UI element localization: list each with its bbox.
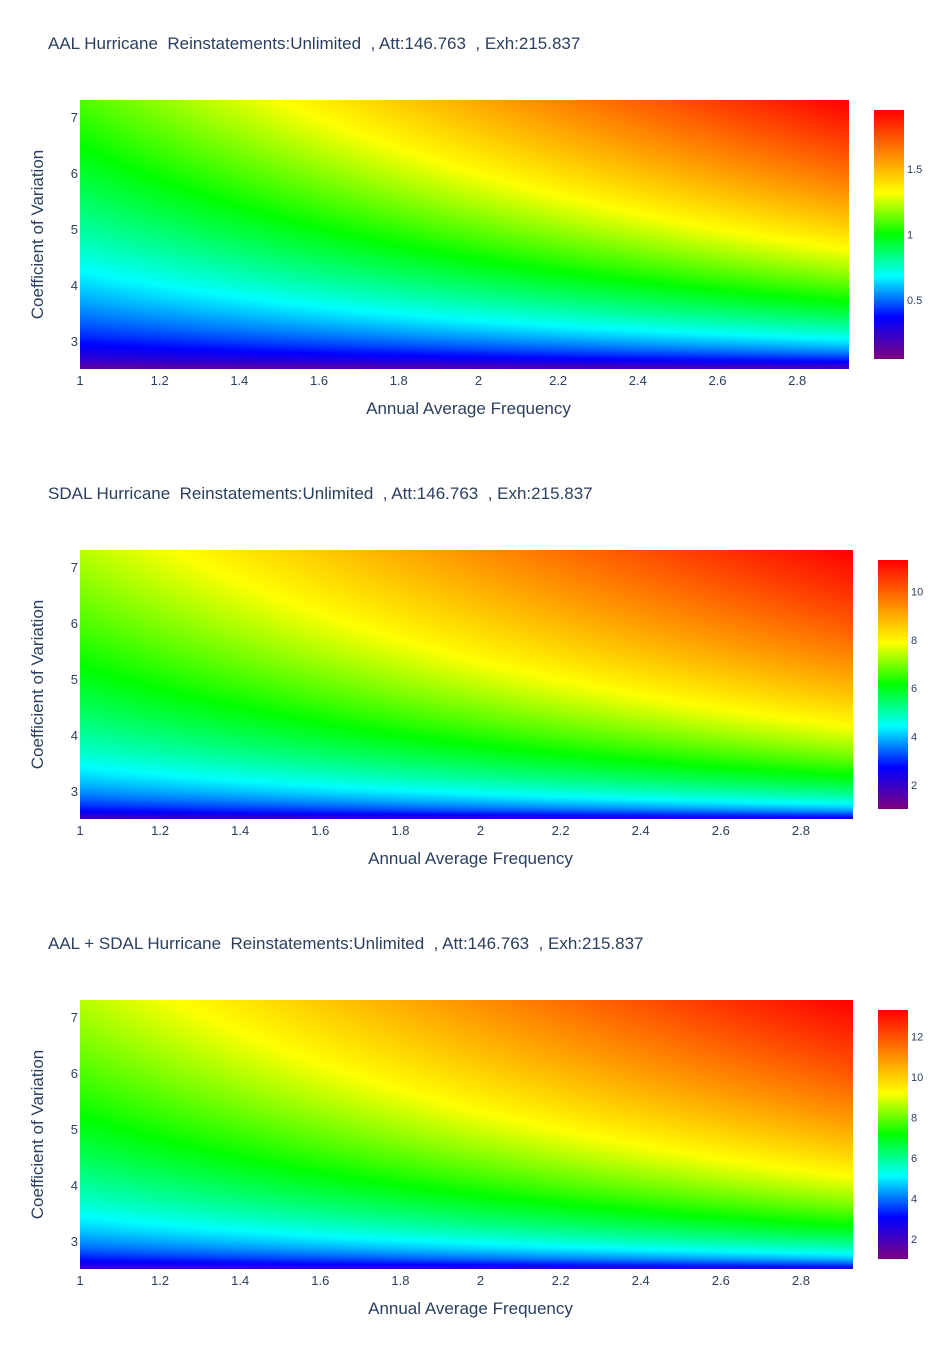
x-tick-label: 1.6 — [311, 1273, 329, 1288]
x-axis-label: Annual Average Frequency — [366, 399, 571, 418]
x-tick-label: 2.6 — [712, 1273, 730, 1288]
x-tick-label: 1.6 — [311, 823, 329, 838]
heatmap-panel-aal: AAL Hurricane Reinstatements:Unlimited ,… — [0, 0, 946, 450]
y-tick-label: 7 — [71, 560, 78, 575]
colorbar-tick-label: 6 — [911, 683, 917, 695]
colorbar-tick-label: 8 — [911, 1112, 917, 1124]
y-tick-label: 7 — [71, 110, 78, 125]
x-tick-label: 2.4 — [632, 823, 650, 838]
heatmap-panel-sdal: SDAL Hurricane Reinstatements:Unlimited … — [0, 450, 946, 900]
x-tick-label: 1.4 — [230, 373, 248, 388]
y-tick-label: 4 — [71, 1178, 78, 1193]
x-tick-label: 2.6 — [708, 373, 726, 388]
x-tick-label: 1.2 — [151, 823, 169, 838]
x-tick-label: 2.4 — [632, 1273, 650, 1288]
x-tick-label: 2.6 — [712, 823, 730, 838]
x-tick-label: 1.8 — [390, 373, 408, 388]
heatmap-surface — [80, 100, 849, 369]
colorbar-tick-label: 6 — [911, 1153, 917, 1165]
colorbar-tick-label: 8 — [911, 635, 917, 647]
heatmap-panel-aal-plus-sdal: AAL + SDAL Hurricane Reinstatements:Unli… — [0, 900, 946, 1350]
y-tick-label: 5 — [71, 672, 78, 687]
y-axis-label: Coefficient of Variation — [28, 600, 47, 769]
y-tick-label: 5 — [71, 1122, 78, 1137]
x-tick-label: 2 — [477, 1273, 484, 1288]
x-tick-label: 1.4 — [231, 1273, 249, 1288]
colorbar-tick-label: 4 — [911, 1193, 917, 1205]
chart-svg: SDAL Hurricane Reinstatements:Unlimited … — [28, 484, 923, 868]
y-tick-label: 7 — [71, 1010, 78, 1025]
x-tick-label: 2.2 — [549, 373, 567, 388]
x-tick-label: 1.8 — [391, 1273, 409, 1288]
y-tick-label: 6 — [71, 166, 78, 181]
y-axis-label: Coefficient of Variation — [28, 1050, 47, 1219]
x-tick-label: 1 — [76, 1273, 83, 1288]
colorbar-tick-label: 1 — [907, 230, 913, 242]
colorbar — [878, 560, 908, 809]
x-tick-label: 2.8 — [792, 823, 810, 838]
chart-title: AAL + SDAL Hurricane Reinstatements:Unli… — [48, 934, 643, 953]
y-tick-label: 5 — [71, 222, 78, 237]
colorbar-tick-label: 2 — [911, 1234, 917, 1246]
x-tick-label: 2.2 — [552, 1273, 570, 1288]
heatmap-surface — [80, 550, 853, 819]
x-tick-label: 1 — [76, 373, 83, 388]
colorbar-tick-label: 2 — [911, 780, 917, 792]
x-tick-label: 2.8 — [792, 1273, 810, 1288]
chart-svg: AAL + SDAL Hurricane Reinstatements:Unli… — [28, 934, 923, 1318]
y-tick-label: 4 — [71, 278, 78, 293]
x-tick-label: 2.2 — [552, 823, 570, 838]
colorbar-tick-label: 12 — [911, 1031, 923, 1043]
x-tick-label: 1.8 — [391, 823, 409, 838]
x-tick-label: 1.2 — [151, 1273, 169, 1288]
x-tick-label: 2.8 — [788, 373, 806, 388]
colorbar-tick-label: 1.5 — [907, 164, 922, 176]
x-tick-label: 2.4 — [629, 373, 647, 388]
x-tick-label: 2 — [475, 373, 482, 388]
y-axis-label: Coefficient of Variation — [28, 150, 47, 319]
chart-title: SDAL Hurricane Reinstatements:Unlimited … — [48, 484, 593, 503]
x-tick-label: 1.4 — [231, 823, 249, 838]
colorbar — [878, 1010, 908, 1259]
x-tick-label: 2 — [477, 823, 484, 838]
x-tick-label: 1 — [76, 823, 83, 838]
y-tick-label: 3 — [71, 1234, 78, 1249]
y-tick-label: 4 — [71, 728, 78, 743]
y-tick-label: 3 — [71, 334, 78, 349]
y-tick-label: 3 — [71, 784, 78, 799]
y-tick-label: 6 — [71, 1066, 78, 1081]
x-axis-label: Annual Average Frequency — [368, 849, 573, 868]
x-tick-label: 1.6 — [310, 373, 328, 388]
x-tick-label: 1.2 — [151, 373, 169, 388]
colorbar-tick-label: 10 — [911, 1072, 923, 1084]
chart-svg: AAL Hurricane Reinstatements:Unlimited ,… — [28, 34, 922, 418]
colorbar-tick-label: 10 — [911, 586, 923, 598]
heatmap-surface — [80, 1000, 853, 1269]
colorbar-tick-label: 4 — [911, 731, 917, 743]
x-axis-label: Annual Average Frequency — [368, 1299, 573, 1318]
colorbar — [874, 110, 904, 359]
y-tick-label: 6 — [71, 616, 78, 631]
chart-title: AAL Hurricane Reinstatements:Unlimited ,… — [48, 34, 580, 53]
colorbar-tick-label: 0.5 — [907, 295, 922, 307]
